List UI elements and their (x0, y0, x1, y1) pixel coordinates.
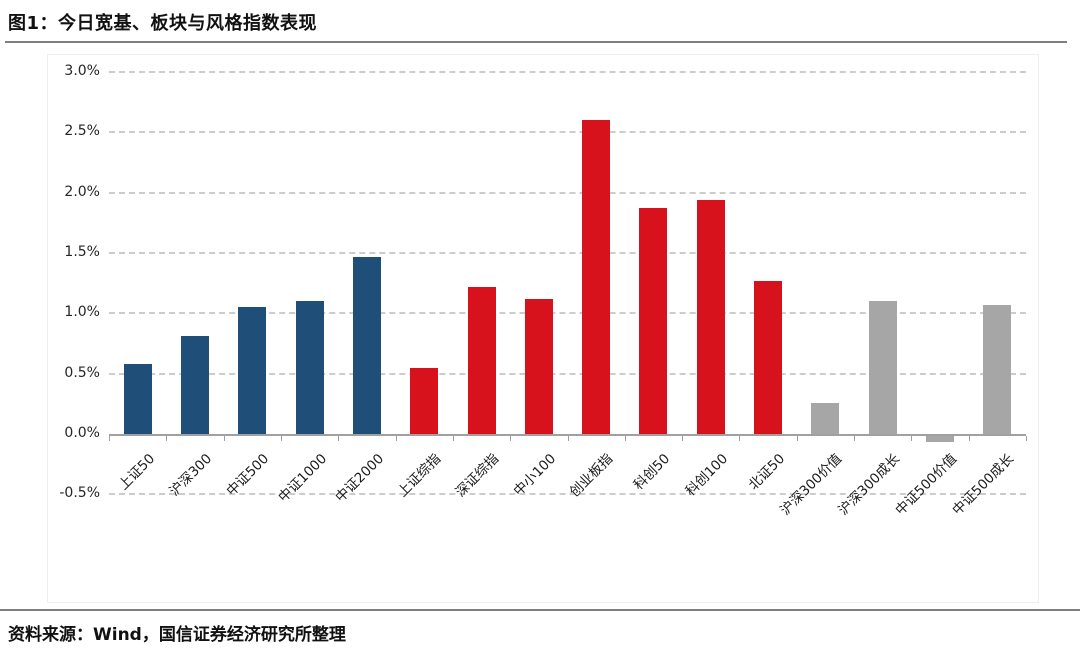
gridline (109, 493, 1026, 496)
x-axis-tick (166, 436, 168, 441)
x-axis-tick (510, 436, 512, 441)
x-axis-tick (338, 436, 340, 441)
y-axis-tick-label: 0.0% (64, 425, 100, 441)
x-axis-tick (854, 436, 856, 441)
bar-中小100 (524, 298, 553, 434)
x-axis-tick (968, 436, 970, 441)
gridline (109, 372, 1026, 375)
bar-上证综指 (410, 367, 439, 434)
y-axis-tick-label: -0.5% (59, 485, 100, 502)
x-axis-category-label: 上证50 (115, 450, 158, 494)
bar-深证综指 (467, 286, 496, 434)
x-axis-category-label: 中证2000 (332, 450, 388, 506)
footer-divider (0, 609, 1080, 611)
bar-中证2000 (352, 256, 381, 434)
y-axis-tick-label: 2.0% (64, 183, 100, 200)
y-axis-tick-label: 0.5% (64, 364, 100, 381)
x-axis-tick (280, 436, 282, 441)
x-axis-tick (739, 436, 741, 441)
bar-中证500成长 (983, 304, 1012, 434)
bar-科创100 (696, 199, 725, 434)
bar-科创50 (639, 208, 668, 434)
x-axis-category-label: 中证500 (223, 450, 273, 500)
bar-中证500价值 (926, 436, 955, 443)
y-axis-tick-label: 1.5% (64, 243, 100, 260)
figure-title: 图1：今日宽基、板块与风格指数表现 (8, 13, 318, 34)
bar-创业板指 (582, 120, 611, 434)
bar-中证1000 (295, 301, 324, 434)
gridline (109, 251, 1026, 254)
x-axis-tick (682, 436, 684, 441)
x-axis-category-label: 沪深300 (166, 450, 216, 500)
x-axis-tick (109, 436, 110, 441)
x-axis-tick (452, 436, 454, 441)
x-axis-tick (395, 436, 397, 441)
x-axis-tick (223, 436, 225, 441)
y-axis-tick-label: 2.5% (64, 123, 100, 140)
gridline (109, 70, 1026, 73)
bar-沪深300成长 (868, 301, 897, 434)
y-axis-tick-label: 3.0% (64, 62, 100, 79)
x-axis-tick (1026, 436, 1027, 441)
gridline (109, 312, 1026, 315)
y-axis-tick-label: 1.0% (64, 304, 100, 321)
title-divider (5, 41, 1067, 43)
x-axis-tick (911, 436, 913, 441)
bar-chart: 3.0% 2.5% 2.0% 1.5% 1.0% 0.5% 0.0% -0.5% 上证50 沪深3… (47, 54, 1039, 603)
gridline (109, 131, 1026, 134)
x-axis-tick (624, 436, 626, 441)
x-axis-category-label: 科创50 (631, 450, 674, 494)
x-axis-line (109, 434, 1026, 436)
bar-上证50 (123, 363, 152, 434)
x-axis-category-label: 中小100 (510, 450, 559, 500)
source-note: 资料来源：Wind，国信证券经济研究所整理 (8, 625, 346, 645)
bar-北证50 (754, 280, 783, 434)
bar-沪深300价值 (811, 402, 840, 434)
x-axis-category-label: 北证50 (745, 450, 789, 494)
x-axis-tick (567, 436, 569, 441)
x-axis-tick (796, 436, 798, 441)
x-axis-category-label: 中证1000 (275, 450, 330, 506)
gridline (109, 191, 1026, 194)
x-axis-category-label: 科创100 (682, 450, 731, 500)
bar-沪深300 (180, 336, 209, 434)
bar-中证500 (238, 307, 267, 434)
